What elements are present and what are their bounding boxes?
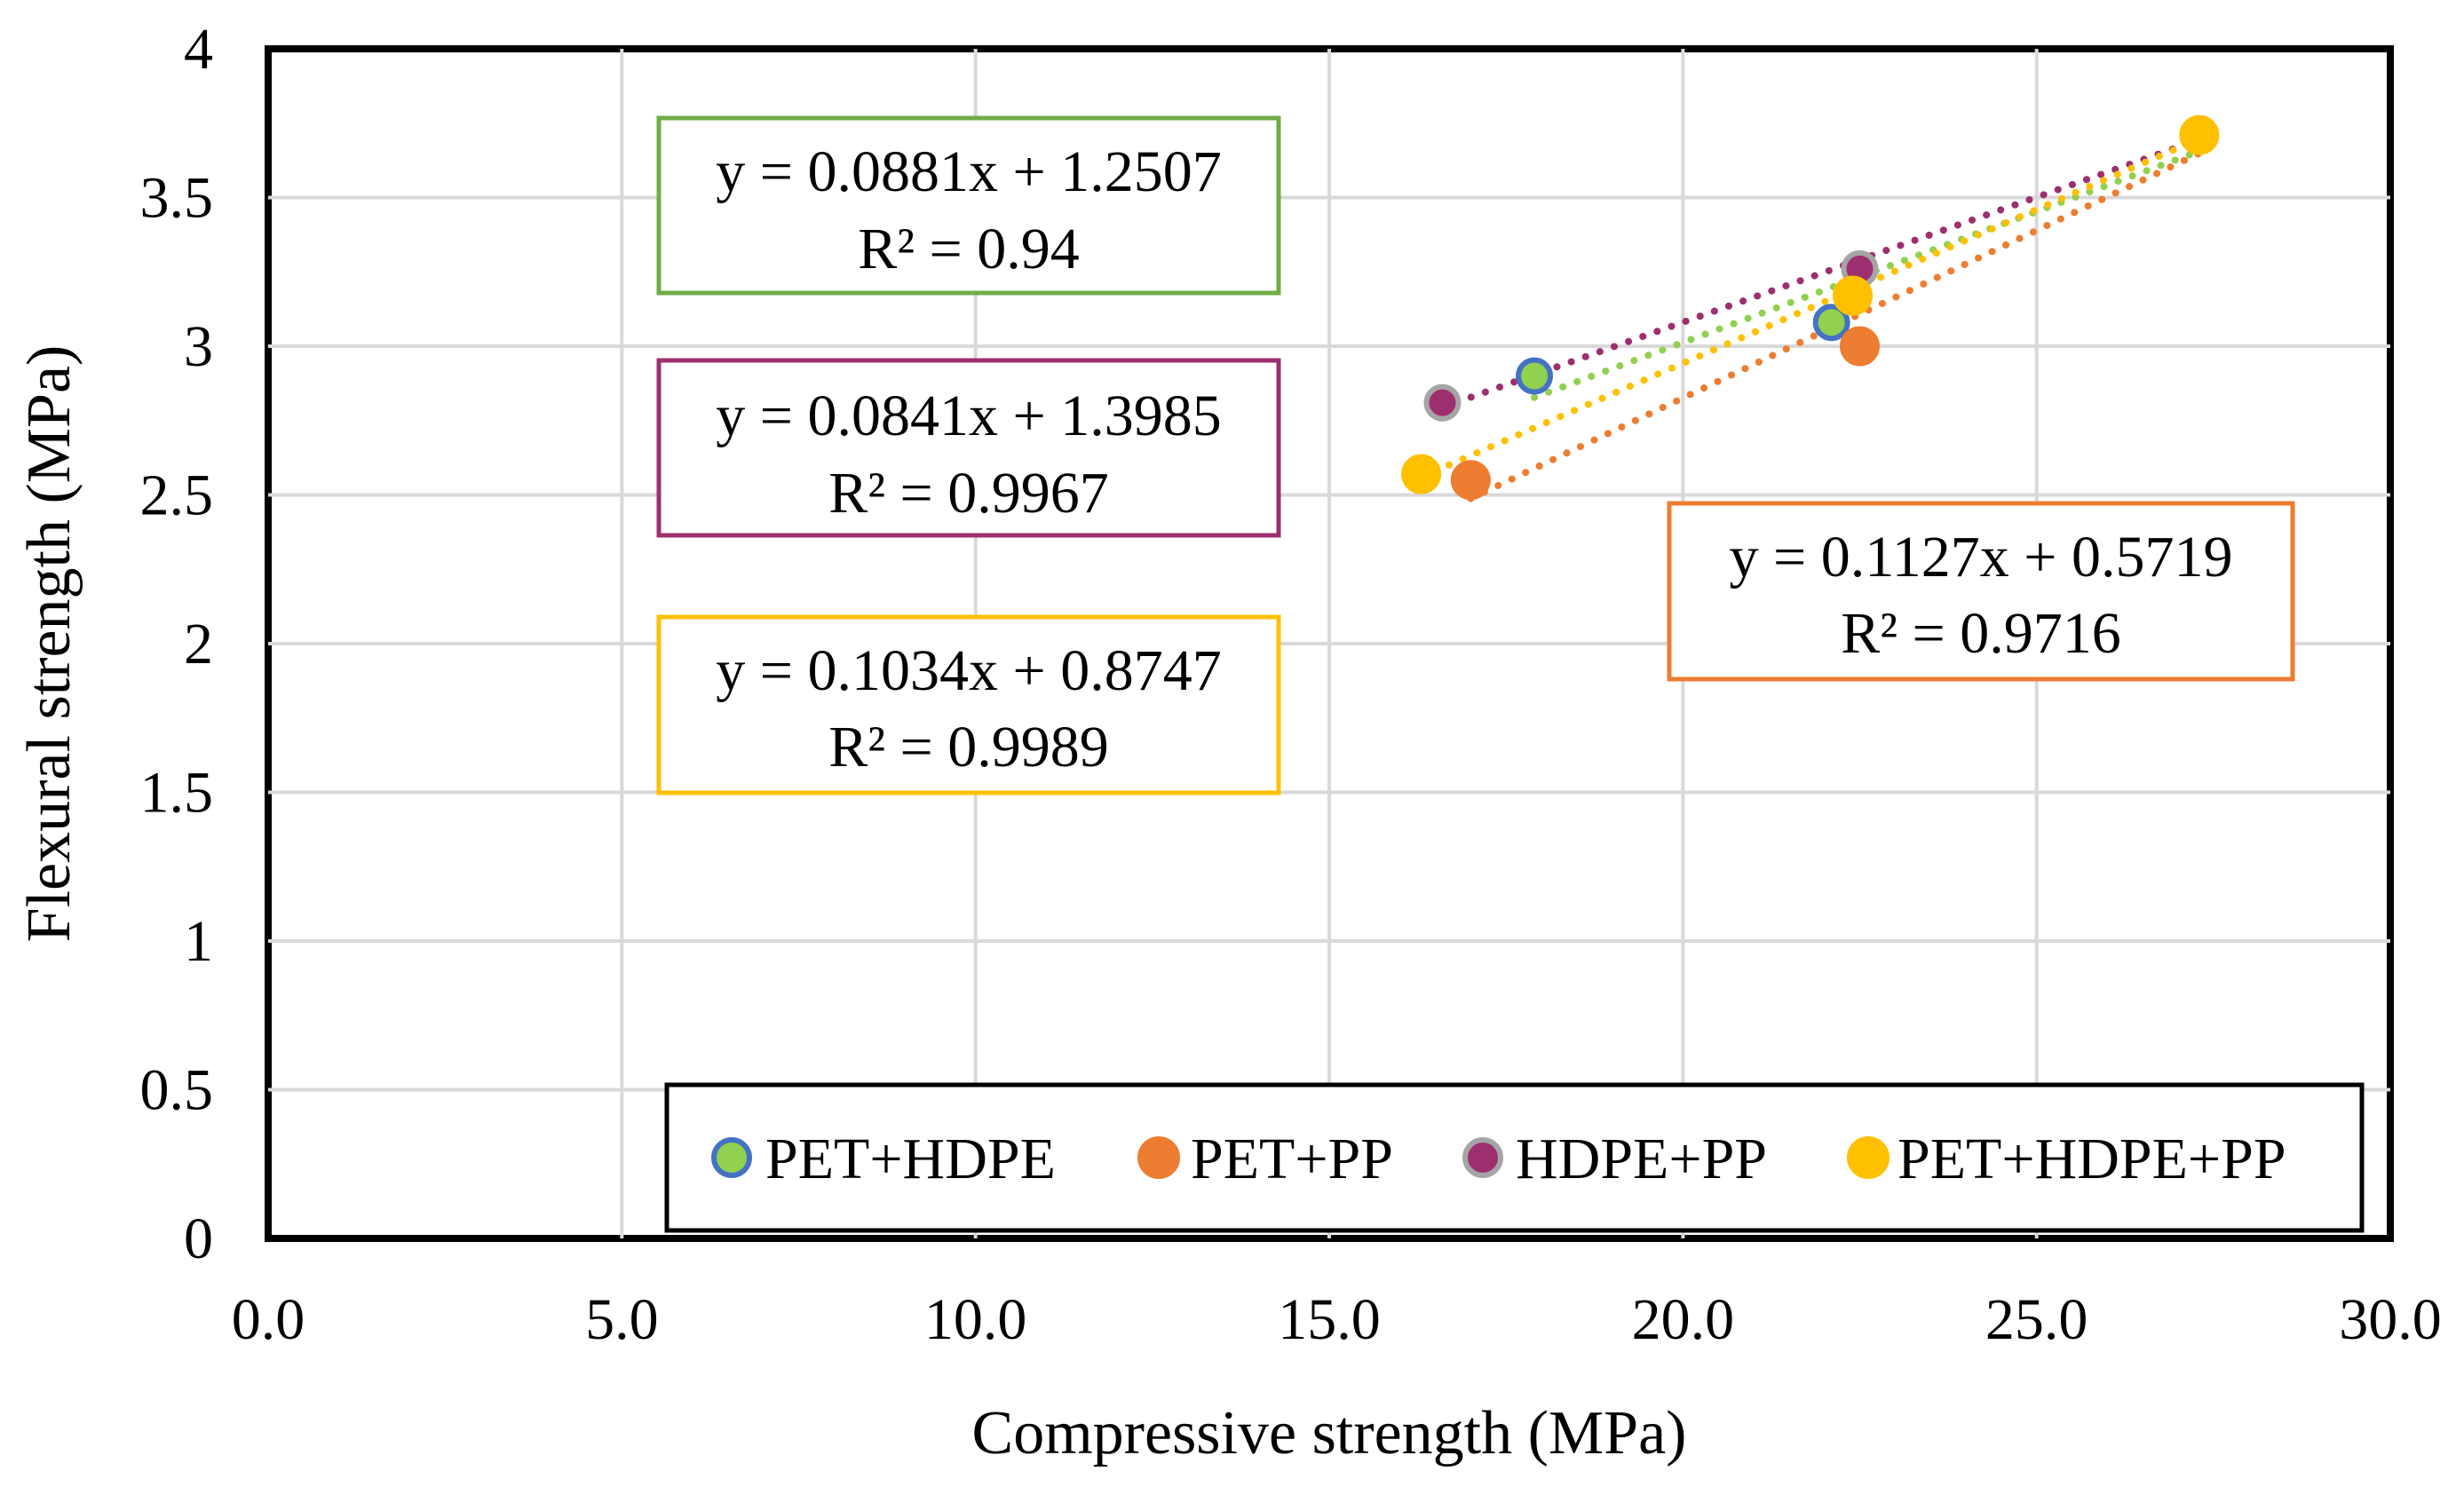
legend-label-pet-pp: PET+PP — [1191, 1127, 1393, 1191]
legend: PET+HDPE PET+PP HDPE+PP PET+HDPE+PP — [664, 1082, 2365, 1233]
equation-pet-pp: y = 0.1127x + 0.5719 — [1730, 525, 2233, 589]
y-tick-label: 3 — [184, 314, 213, 379]
trendline-hdpe-pp — [1438, 136, 2203, 411]
x-tick-label: 0.0 — [232, 1287, 305, 1352]
y-tick-label: 0 — [184, 1206, 213, 1271]
data-point-pet-hdpe-pp — [1401, 454, 1442, 494]
y-tick-label: 4 — [184, 17, 213, 82]
x-tick-label: 15.0 — [1278, 1287, 1381, 1352]
data-point-hdpe-pp — [1423, 384, 1462, 422]
r2-pet-hdpe: R² = 0.94 — [858, 217, 1080, 281]
x-tick-label: 20.0 — [1632, 1287, 1735, 1352]
legend-label-hdpe-pp: HDPE+PP — [1516, 1127, 1767, 1191]
data-points — [1401, 115, 2220, 501]
legend-marker-hdpe-pp — [1462, 1137, 1503, 1178]
y-axis-title: Flexural strength (MPa) — [15, 345, 83, 943]
data-point-pet-pp — [1840, 326, 1880, 367]
x-tick-label: 5.0 — [585, 1287, 659, 1352]
equation-pet-hdpe-pp: y = 0.1034x + 0.8747 — [716, 638, 1221, 703]
equation-box-pet-hdpe-pp: y = 0.1034x + 0.8747 R² = 0.9989 — [656, 614, 1281, 795]
trendline-pet-hdpe-pp — [1417, 135, 2203, 481]
data-point-pet-hdpe-pp — [1833, 275, 1874, 316]
legend-marker-pet-hdpe — [711, 1137, 752, 1178]
legend-marker-pet-pp — [1137, 1136, 1180, 1179]
x-tick-label: 10.0 — [924, 1287, 1027, 1352]
y-tick-label: 2.5 — [140, 463, 214, 528]
r2-pet-hdpe-pp: R² = 0.9989 — [828, 715, 1109, 779]
trendline-pet-hdpe — [1531, 147, 2203, 401]
equation-box-pet-hdpe: y = 0.0881x + 1.2507 R² = 0.94 — [656, 115, 1281, 296]
data-point-pet-hdpe — [1812, 304, 1850, 342]
legend-label-pet-hdpe-pp: PET+HDPE+PP — [1898, 1127, 2286, 1191]
equation-hdpe-pp: y = 0.0841x + 1.3985 — [716, 384, 1221, 448]
equation-pet-hdpe: y = 0.0881x + 1.2507 — [716, 139, 1221, 204]
y-tick-label: 3.5 — [140, 166, 214, 231]
r2-hdpe-pp: R² = 0.9967 — [828, 461, 1109, 526]
legend-label-pet-hdpe: PET+HDPE — [765, 1127, 1056, 1191]
data-point-pet-hdpe — [1516, 357, 1554, 395]
data-point-pet-hdpe-pp — [2179, 115, 2220, 155]
x-axis-ticks: 0.0 5.0 10.0 15.0 20.0 25.0 30.0 — [232, 1287, 2442, 1352]
equation-box-hdpe-pp: y = 0.0841x + 1.3985 R² = 0.9967 — [656, 358, 1281, 538]
r2-pet-pp: R² = 0.9716 — [1841, 601, 2121, 666]
trendlines — [1417, 135, 2203, 502]
equation-box-pet-pp: y = 0.1127x + 0.5719 R² = 0.9716 — [1667, 501, 2295, 682]
x-tick-label: 30.0 — [2339, 1287, 2442, 1352]
y-tick-label: 0.5 — [140, 1058, 214, 1123]
y-tick-label: 1 — [184, 909, 213, 974]
y-tick-label: 2 — [184, 612, 213, 676]
legend-marker-pet-hdpe-pp — [1847, 1136, 1890, 1179]
trendline-pet-pp — [1467, 149, 2203, 502]
x-tick-label: 25.0 — [1985, 1287, 2088, 1352]
y-tick-label: 1.5 — [140, 761, 214, 826]
x-axis-title: Compressive strength (MPa) — [972, 1399, 1687, 1467]
y-axis-ticks: 0 0.5 1 1.5 2 2.5 3 3.5 4 — [140, 17, 214, 1271]
data-point-pet-pp — [1450, 460, 1491, 501]
